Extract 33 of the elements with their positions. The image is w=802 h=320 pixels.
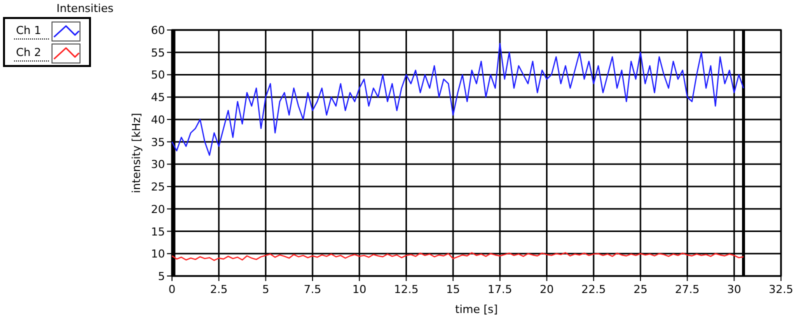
x-tick-label: 27.5 xyxy=(675,283,700,296)
x-tick-label: 2.5 xyxy=(210,283,228,296)
x-tick-label: 25 xyxy=(633,283,648,296)
x-tick-label: 5 xyxy=(262,283,270,296)
y-tick-label: 15 xyxy=(151,225,165,238)
x-tick-label: 7.5 xyxy=(304,283,322,296)
x-tick-label: 17.5 xyxy=(488,283,512,296)
y-tick-label: 5 xyxy=(158,270,165,283)
y-tick-label: 30 xyxy=(151,158,165,172)
legend-label: Ch 2 xyxy=(16,46,42,59)
y-tick-label: 45 xyxy=(151,91,165,104)
y-tick-label: 35 xyxy=(151,136,165,149)
x-tick-label: 20 xyxy=(540,283,554,296)
x-tick-label: 10 xyxy=(352,283,366,296)
x-tick-label: 15 xyxy=(446,283,460,296)
line-series xyxy=(171,252,744,261)
y-tick-label: 25 xyxy=(151,180,165,194)
x-axis-title: time [s] xyxy=(455,303,498,316)
y-axis-title: intensity [kHz] xyxy=(130,112,143,194)
legend-label: Ch 1 xyxy=(16,24,42,37)
y-tick-label: 20 xyxy=(151,202,165,216)
y-tick-label: 40 xyxy=(151,113,165,126)
line-series xyxy=(171,42,744,156)
x-tick-label: 30 xyxy=(727,283,742,296)
x-tick-label: 0 xyxy=(168,283,176,296)
y-tick-label: 55 xyxy=(151,46,165,60)
x-tick-label: 12.5 xyxy=(394,283,418,296)
x-tick-label: 32.5 xyxy=(768,283,794,296)
chart-title: Intensities xyxy=(56,2,114,15)
y-tick-label: 60 xyxy=(151,24,165,37)
x-tick-label: 22.5 xyxy=(581,283,606,296)
y-tick-label: 10 xyxy=(151,248,165,261)
y-tick-label: 50 xyxy=(151,68,165,82)
